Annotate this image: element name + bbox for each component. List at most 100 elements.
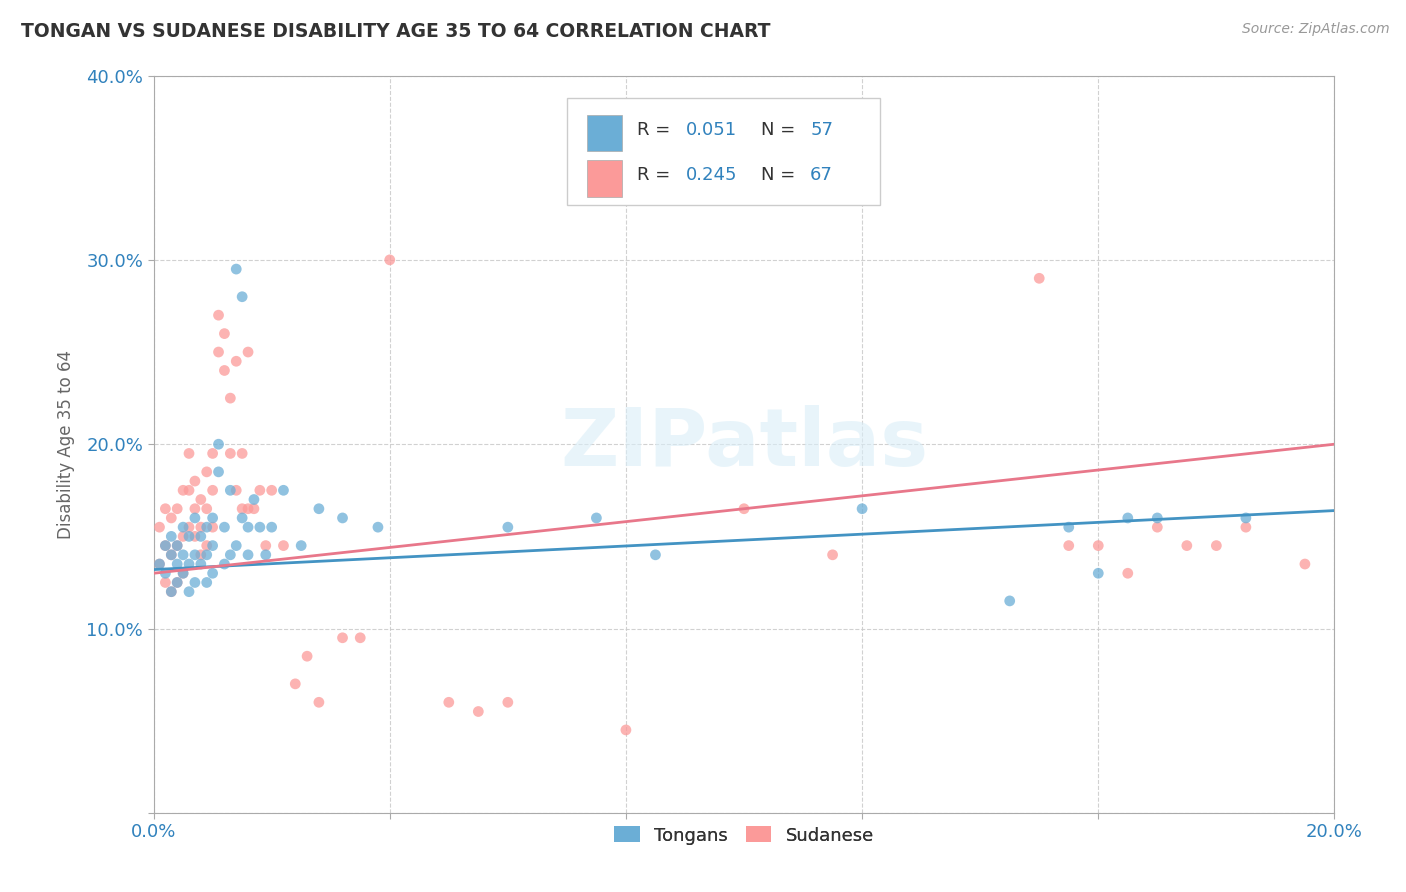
Point <box>225 483 247 498</box>
Point <box>1146 511 1168 525</box>
Point <box>1087 539 1109 553</box>
Point <box>177 483 200 498</box>
Point <box>155 501 177 516</box>
Y-axis label: Disability Age 35 to 64: Disability Age 35 to 64 <box>58 350 75 539</box>
Point <box>254 548 277 562</box>
Text: 0.245: 0.245 <box>686 166 738 185</box>
Point <box>207 308 229 322</box>
Point <box>219 483 242 498</box>
Point <box>172 520 194 534</box>
Point <box>201 520 224 534</box>
Point <box>1234 511 1257 525</box>
Point <box>231 446 253 460</box>
Point <box>166 575 188 590</box>
Point <box>851 501 873 516</box>
Point <box>1057 520 1080 534</box>
Text: Source: ZipAtlas.com: Source: ZipAtlas.com <box>1241 22 1389 37</box>
Point <box>295 649 318 664</box>
Point <box>1087 566 1109 581</box>
Point <box>160 548 183 562</box>
Point <box>1116 511 1139 525</box>
Point <box>190 492 212 507</box>
Point <box>225 354 247 368</box>
Point <box>177 446 200 460</box>
Point <box>1234 520 1257 534</box>
Point <box>260 520 283 534</box>
Point <box>172 529 194 543</box>
Point <box>733 501 755 516</box>
Point <box>184 529 207 543</box>
Point <box>201 566 224 581</box>
Point <box>1175 539 1198 553</box>
Point <box>172 566 194 581</box>
Text: N =: N = <box>761 166 800 185</box>
Point <box>172 566 194 581</box>
Point <box>308 501 330 516</box>
Point <box>231 290 253 304</box>
Point <box>219 446 242 460</box>
Text: 0.051: 0.051 <box>686 120 737 138</box>
Point <box>190 529 212 543</box>
Point <box>201 483 224 498</box>
Point <box>614 723 637 737</box>
Text: R =: R = <box>637 166 675 185</box>
Text: 67: 67 <box>810 166 832 185</box>
Point <box>496 520 519 534</box>
Point <box>284 677 307 691</box>
Point <box>201 446 224 460</box>
Point <box>184 501 207 516</box>
Point <box>236 345 259 359</box>
Point <box>467 705 489 719</box>
Point <box>155 575 177 590</box>
Point <box>172 548 194 562</box>
Point <box>290 539 312 553</box>
Point <box>1205 539 1227 553</box>
Point <box>166 557 188 571</box>
Point <box>184 511 207 525</box>
Point <box>155 566 177 581</box>
Text: R =: R = <box>637 120 675 138</box>
Point <box>184 548 207 562</box>
Point <box>243 492 266 507</box>
Point <box>172 483 194 498</box>
Point <box>225 262 247 277</box>
Point <box>195 501 218 516</box>
Point <box>160 584 183 599</box>
Point <box>177 584 200 599</box>
Point <box>236 501 259 516</box>
FancyBboxPatch shape <box>586 161 623 197</box>
Point <box>332 511 354 525</box>
Point <box>160 529 183 543</box>
Point <box>214 363 236 377</box>
Point <box>378 252 401 267</box>
Point <box>166 501 188 516</box>
Point <box>201 539 224 553</box>
Legend: Tongans, Sudanese: Tongans, Sudanese <box>607 819 882 852</box>
Point <box>184 474 207 488</box>
FancyBboxPatch shape <box>586 114 623 152</box>
Point <box>585 511 607 525</box>
Point <box>998 594 1021 608</box>
Point <box>219 391 242 405</box>
Text: N =: N = <box>761 120 800 138</box>
Point <box>437 695 460 709</box>
Point <box>214 520 236 534</box>
Point <box>644 548 666 562</box>
Point <box>1294 557 1316 571</box>
Point <box>273 483 295 498</box>
Point <box>160 548 183 562</box>
Point <box>207 465 229 479</box>
Point <box>207 437 229 451</box>
Text: ZIPatlas: ZIPatlas <box>560 405 928 483</box>
Point <box>195 465 218 479</box>
Point <box>249 520 271 534</box>
Point <box>254 539 277 553</box>
Point <box>190 557 212 571</box>
Point <box>225 539 247 553</box>
Point <box>1057 539 1080 553</box>
Point <box>243 501 266 516</box>
Point <box>1028 271 1050 285</box>
Point <box>332 631 354 645</box>
Point <box>160 511 183 525</box>
Point <box>201 511 224 525</box>
